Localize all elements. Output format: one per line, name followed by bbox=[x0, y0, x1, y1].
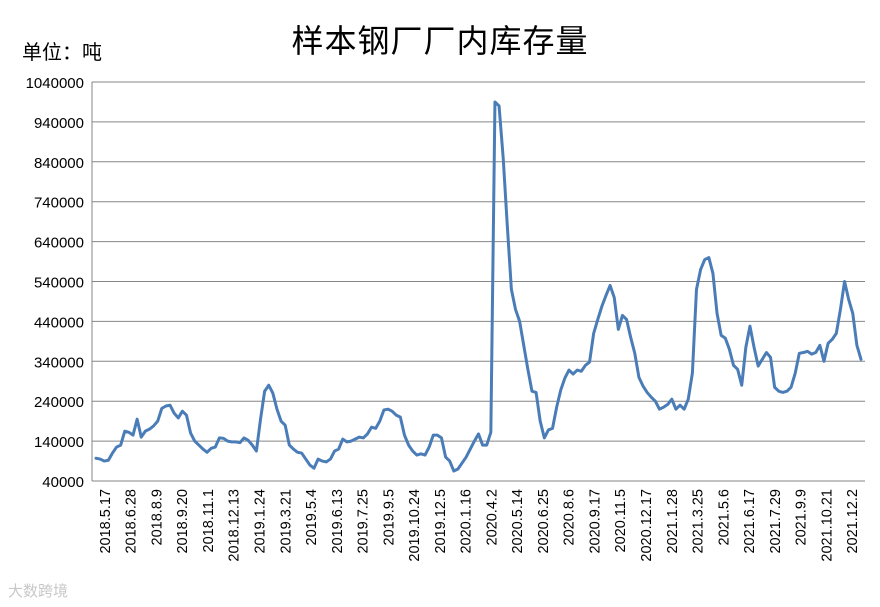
y-tick-label: 40000 bbox=[42, 474, 84, 491]
y-tick-label: 140000 bbox=[34, 434, 84, 451]
x-tick-label: 2021.6.17 bbox=[742, 489, 758, 554]
x-tick-label: 2021.12.2 bbox=[845, 489, 861, 554]
watermark-text: 大数跨境 bbox=[8, 582, 69, 600]
x-tick-label: 2020.12.17 bbox=[639, 489, 655, 562]
y-tick-label: 240000 bbox=[34, 394, 84, 411]
x-tick-label: 2020.8.6 bbox=[562, 489, 578, 545]
y-tick-label: 1040000 bbox=[26, 75, 84, 92]
x-tick-label: 2019.7.25 bbox=[356, 489, 372, 554]
x-tick-label: 2018.8.9 bbox=[149, 489, 165, 545]
x-tick-label: 2020.9.17 bbox=[587, 489, 603, 554]
y-tick-label: 940000 bbox=[34, 115, 84, 132]
x-tick-label: 2021.5.6 bbox=[716, 489, 732, 545]
x-tick-label: 2020.6.25 bbox=[536, 489, 552, 554]
y-axis: 40000 140000 240000 340000 440000 540000 64000… bbox=[26, 75, 84, 491]
x-tick-label: 2021.9.9 bbox=[794, 489, 810, 545]
x-tick-label: 2021.3.25 bbox=[691, 489, 707, 554]
y-tick-label: 540000 bbox=[34, 275, 84, 292]
unit-label: 单位：吨 bbox=[22, 40, 102, 64]
chart-title: 样本钢厂厂内库存量 bbox=[291, 22, 589, 60]
x-tick-label: 2021.1.28 bbox=[665, 489, 681, 554]
series-line bbox=[94, 100, 863, 473]
x-tick-label: 2021.10.21 bbox=[819, 489, 835, 562]
x-tick-label: 2021.7.29 bbox=[768, 489, 784, 554]
x-tick-label: 2018.12.13 bbox=[227, 489, 243, 562]
y-tick-label: 840000 bbox=[34, 155, 84, 172]
x-tick-label: 2019.1.24 bbox=[252, 489, 268, 554]
x-tick-label: 2018.11.1 bbox=[201, 489, 217, 552]
x-tick-label: 2018.6.28 bbox=[124, 489, 140, 554]
y-tick-label: 440000 bbox=[34, 314, 84, 331]
series-group bbox=[94, 100, 863, 473]
y-tick-label: 340000 bbox=[34, 354, 84, 371]
x-tick-label: 2018.9.20 bbox=[175, 489, 191, 554]
x-tick-label: 2020.11.5 bbox=[613, 489, 629, 552]
gridlines bbox=[91, 81, 865, 482]
x-tick-label: 2019.12.5 bbox=[433, 489, 449, 554]
x-tick-label: 2018.5.17 bbox=[98, 489, 114, 554]
x-tick-label: 2019.10.24 bbox=[407, 489, 423, 562]
x-tick-label: 2020.1.16 bbox=[459, 489, 475, 554]
x-axis: 2018.5.17 2018.6.28 2018.8.9 2018.9.20 2018.… bbox=[98, 489, 861, 562]
y-tick-label: 640000 bbox=[34, 235, 84, 252]
x-tick-label: 2019.6.13 bbox=[330, 489, 346, 554]
x-tick-label: 2020.5.14 bbox=[510, 489, 526, 554]
x-tick-label: 2020.4.2 bbox=[484, 489, 500, 545]
y-tick-label: 740000 bbox=[34, 195, 84, 212]
x-tick-label: 2019.5.4 bbox=[304, 489, 320, 545]
x-tick-label: 2019.3.21 bbox=[278, 489, 294, 554]
x-tick-label: 2019.9.5 bbox=[381, 489, 397, 545]
